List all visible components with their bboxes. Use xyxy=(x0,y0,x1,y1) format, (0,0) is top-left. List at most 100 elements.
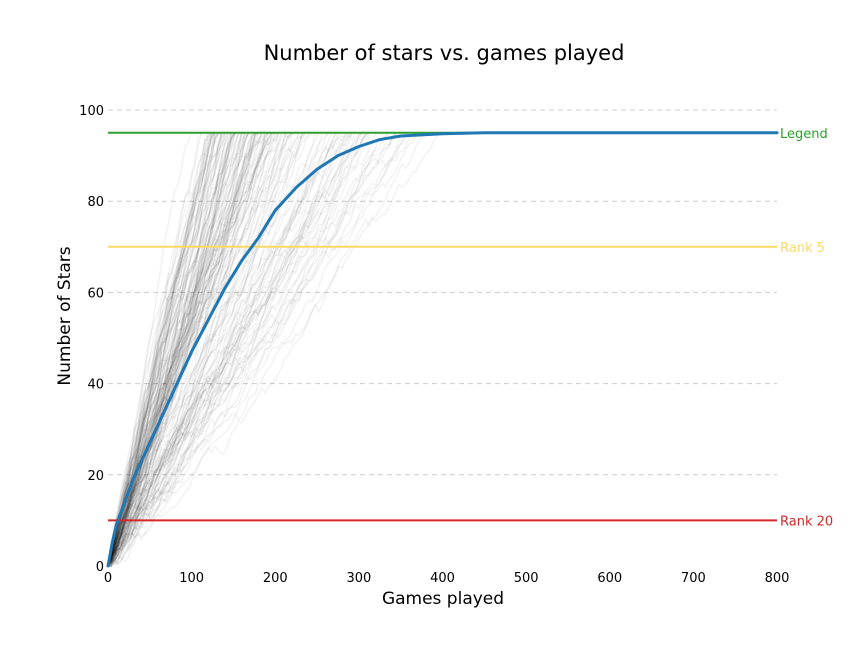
trajectory-line xyxy=(107,132,390,567)
trajectory-line xyxy=(108,132,226,567)
trajectory-line xyxy=(107,132,250,567)
trajectory-line xyxy=(107,132,240,567)
x-tick-label: 0 xyxy=(104,571,112,586)
trajectory-line xyxy=(107,132,320,567)
trajectory-line xyxy=(107,132,283,567)
trajectory-line xyxy=(107,132,300,567)
trajectory-line xyxy=(107,132,276,567)
trajectory-line xyxy=(107,132,220,567)
trajectory-line xyxy=(107,132,357,567)
trajectory-line xyxy=(107,132,259,567)
trajectory-line xyxy=(107,132,303,567)
trajectory-line xyxy=(107,132,216,567)
x-tick-label: 800 xyxy=(765,571,790,586)
trajectory-line xyxy=(107,132,243,567)
trajectory-line xyxy=(107,132,306,567)
trajectory-line xyxy=(107,132,223,567)
trajectory-line xyxy=(107,132,250,567)
trajectory-line xyxy=(107,132,236,567)
trajectory-line xyxy=(108,132,349,567)
trajectory-line xyxy=(107,132,249,567)
trajectory-line xyxy=(107,132,250,567)
trajectory-line xyxy=(107,132,407,567)
trajectory-line xyxy=(107,132,213,567)
trajectory-line xyxy=(107,132,230,567)
trajectory-line xyxy=(107,132,253,567)
trajectory-line xyxy=(107,132,236,567)
trajectory-line xyxy=(107,132,380,567)
y-tick-label: 60 xyxy=(87,286,104,301)
trajectory-line xyxy=(107,132,213,567)
x-tick-label: 700 xyxy=(681,571,706,586)
trajectory-line xyxy=(107,132,313,567)
trajectory-line xyxy=(107,132,256,567)
trajectory-line xyxy=(107,132,363,567)
trajectory-line xyxy=(107,132,236,567)
x-tick-label: 400 xyxy=(430,571,455,586)
y-tick-label: 100 xyxy=(79,104,104,119)
trajectory-line xyxy=(107,132,229,567)
y-tick-label: 40 xyxy=(87,378,104,393)
reference-line-label: Rank 20 xyxy=(780,514,833,529)
reference-line-label: Legend xyxy=(780,127,828,142)
trajectory-line xyxy=(107,132,330,567)
x-tick-label: 500 xyxy=(514,571,539,586)
trajectory-line xyxy=(107,132,416,567)
trajectory-line xyxy=(107,132,356,567)
trajectory-line xyxy=(107,132,370,567)
trajectory-line xyxy=(107,132,240,567)
x-axis-title: Games played xyxy=(382,589,504,609)
trajectory-line xyxy=(107,132,296,567)
trajectory-line xyxy=(108,132,367,567)
trajectory-line xyxy=(107,132,236,567)
trajectory-line xyxy=(107,132,353,567)
trajectory-line xyxy=(107,132,246,567)
trajectory-line xyxy=(107,132,236,567)
trajectory-line xyxy=(107,132,266,567)
trajectory-line xyxy=(107,132,266,567)
trajectory-line xyxy=(107,132,226,567)
trajectory-line xyxy=(107,132,216,567)
trajectory-line xyxy=(107,132,213,567)
trajectory-line xyxy=(107,132,259,567)
trajectory-line xyxy=(107,132,273,567)
trajectory-line xyxy=(107,132,306,567)
trajectory-line xyxy=(107,132,283,567)
trajectory-line xyxy=(107,132,420,567)
trajectory-line xyxy=(107,132,270,567)
series-line xyxy=(106,131,779,568)
x-tick-label: 200 xyxy=(263,571,288,586)
trajectory-line xyxy=(107,132,260,567)
trajectory-line xyxy=(108,132,417,567)
trajectory-line xyxy=(107,132,280,567)
trajectory-line xyxy=(107,132,213,567)
trajectory-line xyxy=(107,132,256,567)
trajectory-line xyxy=(107,132,263,567)
trajectory-line xyxy=(107,132,243,567)
trajectory-line xyxy=(107,132,216,567)
reference-line-label: Rank 5 xyxy=(780,241,825,256)
trajectory-line xyxy=(107,132,337,567)
trajectory-line xyxy=(107,132,296,567)
y-tick-label: 0 xyxy=(96,560,104,575)
trajectory-line xyxy=(107,132,370,567)
y-axis-title: Number of Stars xyxy=(55,246,75,385)
trajectory-cloud xyxy=(107,132,443,567)
trajectory-line xyxy=(107,132,233,567)
trajectory-line xyxy=(107,132,319,567)
trajectory-line xyxy=(107,132,350,567)
trajectory-line xyxy=(107,132,219,567)
trajectory-line xyxy=(107,132,353,567)
chart-title: Number of stars vs. games played xyxy=(264,41,625,65)
trajectory-line xyxy=(107,132,236,567)
trajectory-line xyxy=(107,132,233,567)
trajectory-line xyxy=(107,132,273,567)
grid-lines xyxy=(108,109,777,476)
trajectory-line xyxy=(107,132,443,567)
trajectory-line xyxy=(107,132,203,567)
trajectory-line xyxy=(107,132,239,567)
trajectory-line xyxy=(107,132,223,567)
trajectory-line xyxy=(107,132,243,567)
trajectory-line xyxy=(107,132,259,567)
